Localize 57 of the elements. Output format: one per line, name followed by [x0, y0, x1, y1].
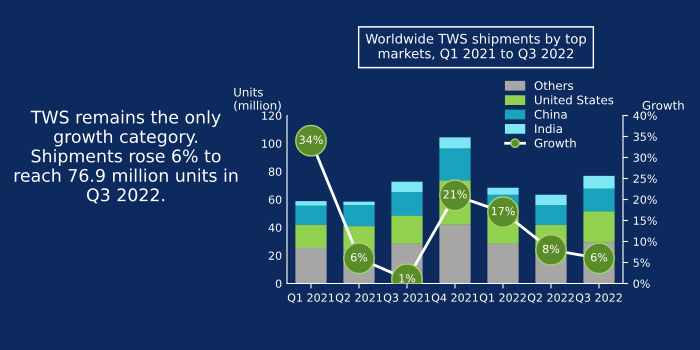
x-tick-label: Q3 2022 [576, 293, 622, 304]
bar [583, 188, 615, 212]
y2-tick-label: 35% [634, 132, 657, 141]
bar [295, 201, 327, 206]
data-label: 34% [300, 136, 323, 144]
bar [295, 206, 327, 225]
bar [391, 192, 423, 216]
bar [295, 248, 327, 284]
y2-tick-label: 5% [634, 258, 650, 267]
y-tick-label: 120 [262, 111, 282, 120]
data-label: 6% [590, 253, 608, 262]
y2-tick-label: 15% [634, 216, 657, 225]
y2-tick-label: 20% [634, 195, 657, 204]
y-axis-title: Units (million) [234, 87, 281, 112]
bar [439, 224, 471, 284]
bar [487, 188, 519, 195]
y-tick-label: 40 [268, 223, 282, 232]
legend-label: China [534, 110, 567, 119]
data-label: 8% [542, 244, 560, 254]
y2-axis-title: Growth [642, 100, 684, 110]
bar [487, 244, 519, 284]
chart-title: Worldwide TWS shipments by top markets, Q1 2021 to Q3 2022 [366, 33, 586, 60]
legend-label: Growth [534, 138, 576, 148]
y2-tick-label: 0% [633, 279, 650, 288]
bar [439, 148, 471, 180]
x-tick-label: Q3 2021 [384, 293, 430, 304]
bar [295, 224, 327, 248]
bar [535, 194, 567, 206]
y2-tick-label: 30% [634, 153, 657, 162]
data-label: 6% [350, 253, 368, 262]
bar [343, 205, 375, 226]
x-tick-label: Q2 2021 [336, 293, 382, 304]
y2-tick-label: 10% [634, 237, 657, 246]
data-label: 17% [492, 206, 515, 216]
bar [391, 216, 423, 244]
x-tick-label: Q4 2021 [432, 293, 478, 304]
text: TWS remains the only growth category. Shipments rose 6% to reach 76.9 million units in Q3 2022. [14, 110, 238, 204]
legend-label: Others [534, 80, 574, 90]
legend-label: United States [535, 95, 614, 104]
x-tick-label: Q2 2022 [528, 293, 574, 304]
legend-label: India [535, 124, 562, 134]
x-tick-label: Q1 2021 [288, 293, 334, 304]
x-tick-label: Q1 2022 [480, 293, 526, 304]
y-tick-label: 80 [268, 167, 282, 176]
y2-tick-label: 40% [633, 111, 657, 120]
bar [343, 202, 375, 206]
bar [583, 176, 615, 188]
y-tick-label: 0 [276, 279, 282, 288]
data-label: 21% [443, 190, 467, 199]
y-tick-label: 20 [268, 251, 282, 260]
bar [439, 137, 471, 148]
bar [391, 182, 423, 192]
y-tick-label: 60 [268, 195, 282, 204]
y2-tick-label: 25% [634, 174, 657, 183]
bar [535, 205, 567, 225]
y-tick-label: 100 [262, 139, 282, 148]
bar [583, 211, 615, 242]
